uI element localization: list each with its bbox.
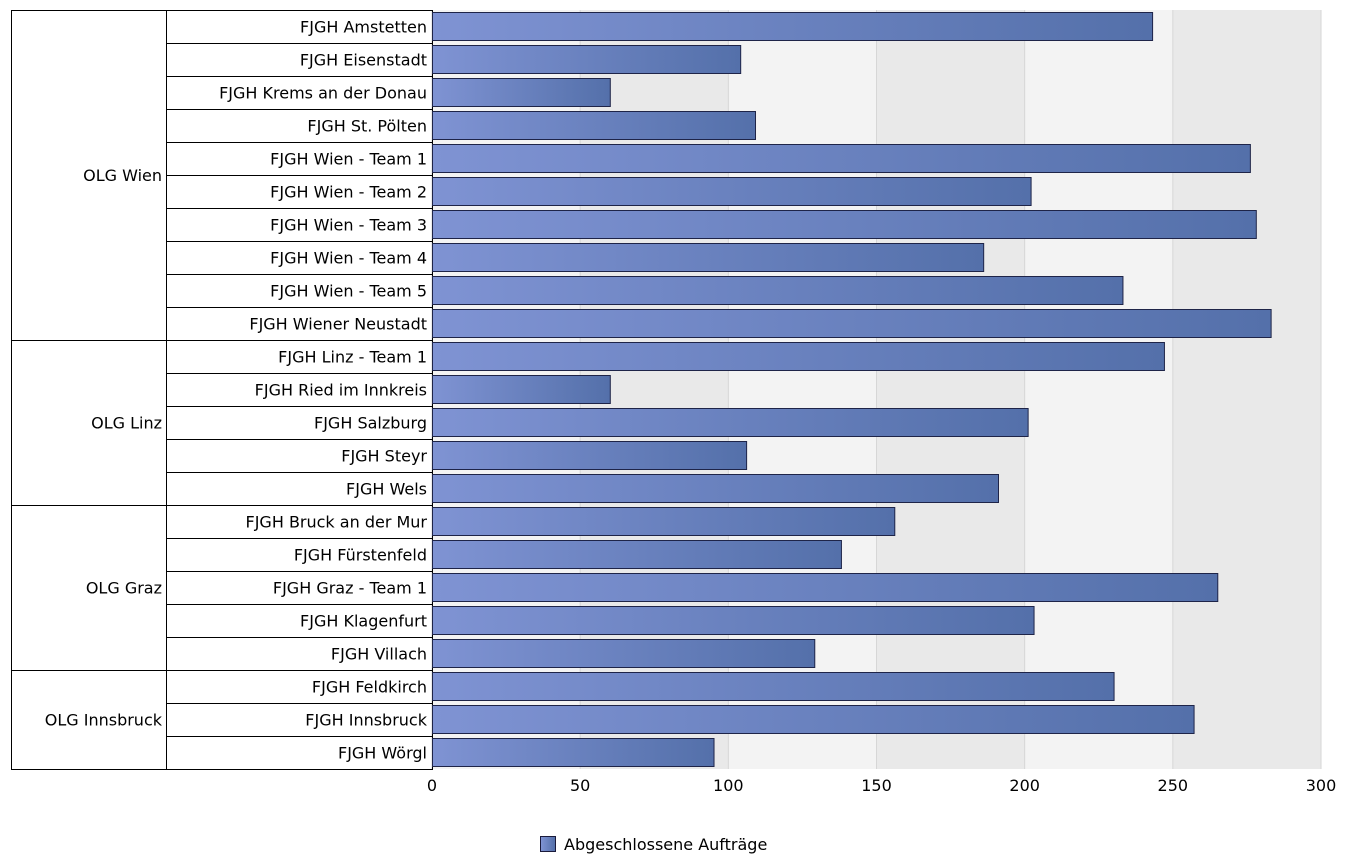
x-tick-label: 0 xyxy=(427,776,437,795)
bar xyxy=(432,738,715,767)
bar xyxy=(432,606,1035,635)
group-label: OLG Wien xyxy=(83,166,162,185)
category-label: FJGH Villach xyxy=(331,645,427,664)
bar xyxy=(432,408,1029,437)
legend-label: Abgeschlossene Aufträge xyxy=(564,834,768,854)
bar xyxy=(432,177,1032,206)
category-label: FJGH Wels xyxy=(346,480,427,499)
legend: Abgeschlossene Aufträge xyxy=(540,833,767,855)
category-label: FJGH Fürstenfeld xyxy=(294,546,427,565)
category-label: FJGH Innsbruck xyxy=(305,711,427,730)
category-label: FJGH Wien - Team 1 xyxy=(270,150,427,169)
bars xyxy=(432,12,1272,767)
bar xyxy=(432,540,842,569)
bar xyxy=(432,342,1165,371)
category-label: FJGH Eisenstadt xyxy=(300,51,427,70)
group-label: OLG Innsbruck xyxy=(45,711,163,730)
bar xyxy=(432,144,1251,173)
bar xyxy=(432,243,985,272)
x-tick-label: 200 xyxy=(1009,776,1040,795)
bar xyxy=(432,672,1115,701)
bar xyxy=(432,375,611,404)
category-label: FJGH Krems an der Donau xyxy=(219,84,427,103)
x-axis-ticks: 0 50 100 150 200 250 300 xyxy=(427,776,1336,795)
grid-band xyxy=(1172,10,1321,769)
category-label: FJGH Wien - Team 2 xyxy=(270,183,427,202)
category-label: FJGH Wiener Neustadt xyxy=(249,315,427,334)
category-label: FJGH Linz - Team 1 xyxy=(278,348,427,367)
category-label: FJGH Steyr xyxy=(341,447,427,466)
bar xyxy=(432,441,748,470)
bar xyxy=(432,309,1272,338)
bar xyxy=(432,507,896,536)
x-tick-label: 150 xyxy=(861,776,892,795)
bar xyxy=(432,45,742,74)
category-label: FJGH Amstetten xyxy=(300,18,427,37)
category-label: FJGH Wien - Team 4 xyxy=(270,249,427,268)
x-tick-label: 100 xyxy=(713,776,744,795)
grid-band xyxy=(1024,10,1173,769)
bar xyxy=(432,210,1257,239)
group-label: OLG Graz xyxy=(86,579,162,598)
bar xyxy=(432,12,1154,41)
bar xyxy=(432,474,999,503)
x-tick-label: 50 xyxy=(570,776,590,795)
bar xyxy=(432,705,1195,734)
bar xyxy=(432,573,1219,602)
category-label: FJGH Ried im Innkreis xyxy=(255,381,427,400)
category-label: FJGH St. Pölten xyxy=(307,117,427,136)
x-tick-label: 250 xyxy=(1158,776,1189,795)
category-label: FJGH Wien - Team 3 xyxy=(270,216,427,235)
category-table: OLG Wien FJGH Amstetten FJGH Eisenstadt FJG… xyxy=(11,10,433,770)
category-label: FJGH Klagenfurt xyxy=(300,612,427,631)
category-label: FJGH Wörgl xyxy=(338,744,427,763)
category-label: FJGH Bruck an der Mur xyxy=(246,513,428,532)
bar xyxy=(432,111,757,140)
category-label: FJGH Graz - Team 1 xyxy=(273,579,427,598)
category-label: FJGH Feldkirch xyxy=(312,678,427,697)
bar xyxy=(432,78,611,107)
category-label: FJGH Wien - Team 5 xyxy=(270,282,427,301)
x-tick-label: 300 xyxy=(1306,776,1337,795)
legend-swatch xyxy=(540,836,556,852)
bar xyxy=(432,639,816,668)
bar xyxy=(432,276,1124,305)
category-label: FJGH Salzburg xyxy=(314,414,427,433)
group-label: OLG Linz xyxy=(91,414,162,433)
grid-band xyxy=(876,10,1025,769)
